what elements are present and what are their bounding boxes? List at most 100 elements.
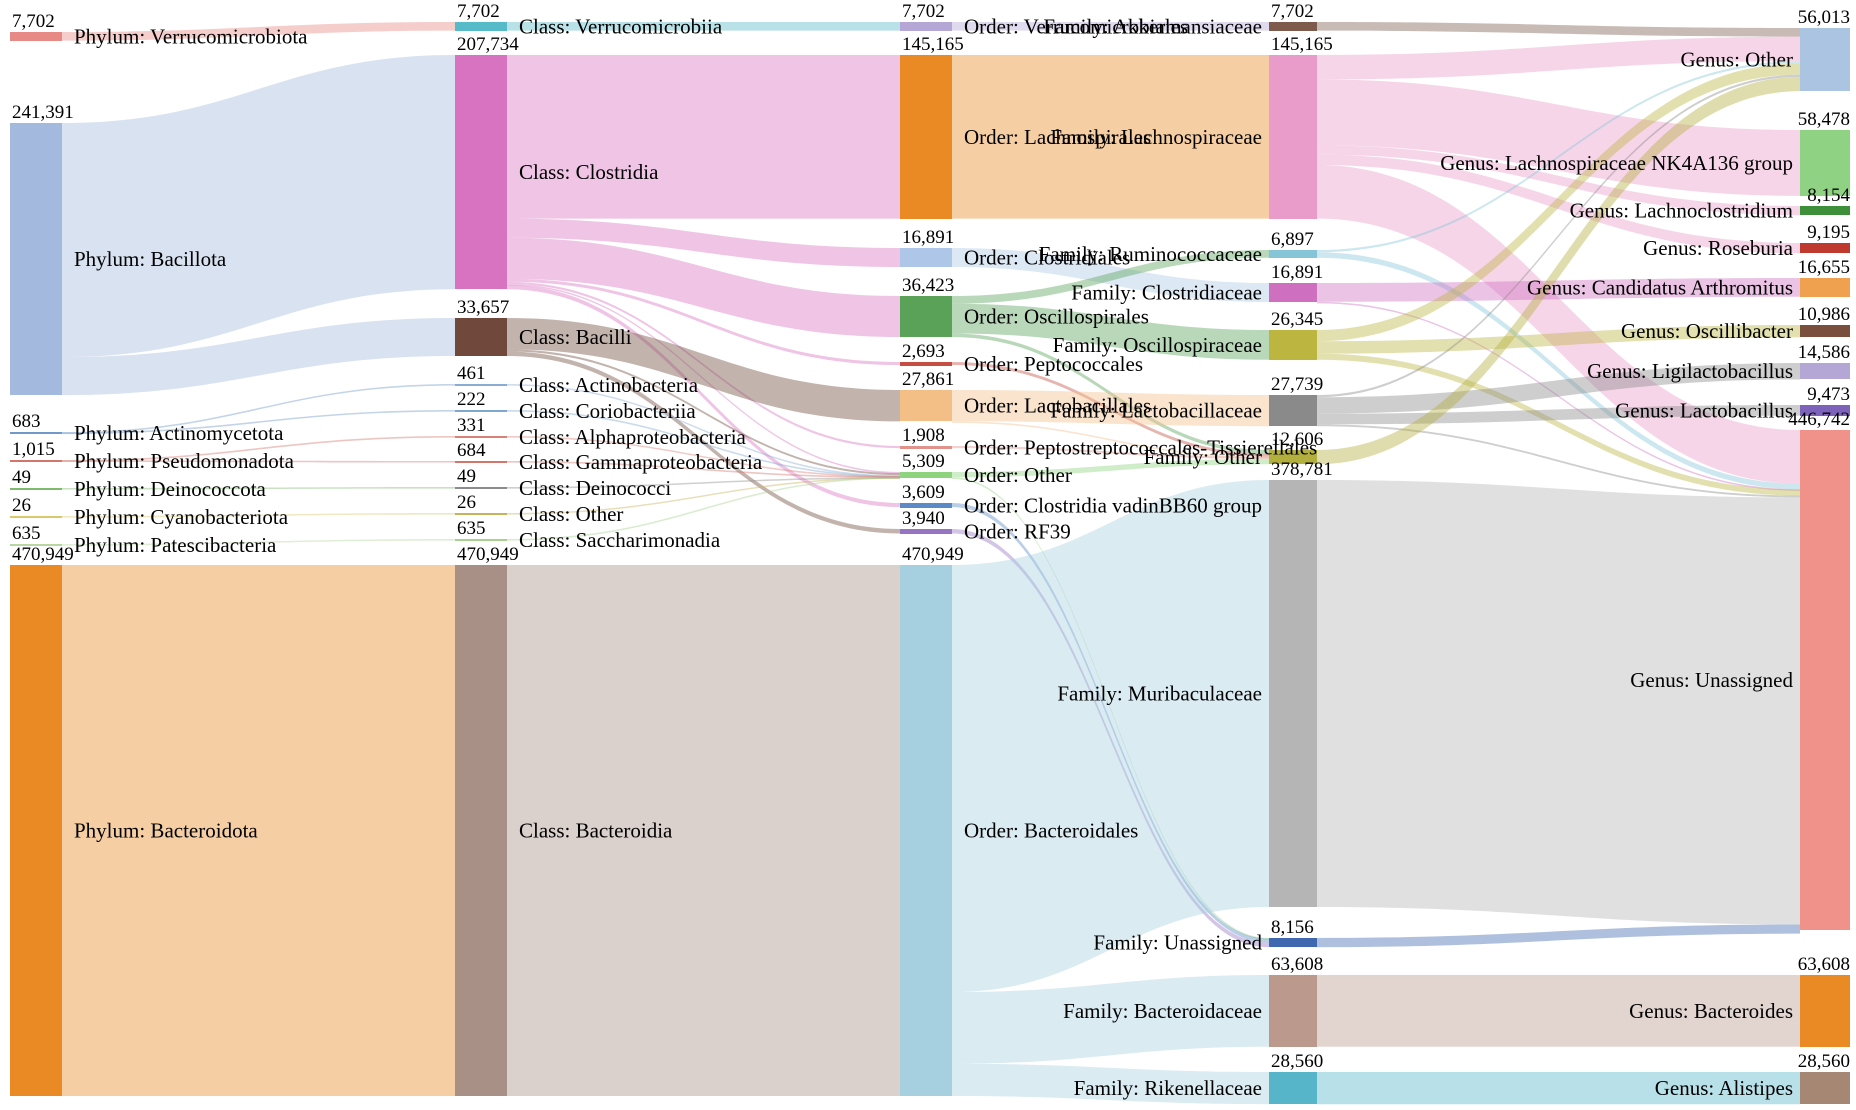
name-label-c_bacilli: Class: Bacilli — [519, 325, 632, 349]
node-c_verrucomicrobiia — [455, 22, 507, 31]
node-f_unassigned — [1269, 938, 1317, 947]
node-p_patescibacteria — [10, 544, 62, 546]
flow-f_lachnospiraceae-to-g_lachnoclostridium — [1317, 145, 1800, 216]
flow-c_clostridia-to-o_peptococcales — [507, 278, 900, 366]
flow-f_unassigned-to-g_unassigned — [1317, 924, 1800, 948]
value-label-p_bacteroidota: 470,949 — [12, 544, 74, 565]
value-label-p_deinococcota: 49 — [12, 467, 31, 488]
node-c_bacilli — [455, 318, 507, 356]
name-label-g_lachnoclostridium: Genus: Lachnoclostridium — [1570, 199, 1793, 223]
node-g_nk4a136 — [1800, 130, 1850, 196]
value-label-f_rikenellaceae: 28,560 — [1271, 1051, 1323, 1072]
name-label-g_other: Genus: Other — [1680, 48, 1793, 72]
name-label-g_nk4a136: Genus: Lachnospiraceae NK4A136 group — [1440, 151, 1793, 175]
node-o_other — [900, 472, 952, 478]
flow-c_alphaproteobacteria-to-o_other — [507, 436, 900, 478]
name-label-c_clostridia: Class: Clostridia — [519, 160, 659, 184]
value-label-o_peptostreptococcales: 1,908 — [902, 425, 945, 446]
node-c_actinobacteria — [455, 384, 507, 386]
flow-c_clostridia-to-o_peptostreptococcales — [507, 281, 900, 449]
name-label-c_deinococci: Class: Deinococci — [519, 476, 671, 500]
node-o_peptostreptococcales — [900, 446, 952, 449]
value-label-g_bacteroides: 63,608 — [1798, 954, 1850, 975]
name-label-p_cyanobacteriota: Phylum: Cyanobacteriota — [74, 505, 289, 529]
node-g_bacteroides — [1800, 975, 1850, 1047]
flow-f_ruminococcaceae-to-g_other — [1317, 61, 1800, 253]
flow-o_clostridiales-to-f_clostridiaceae — [952, 248, 1269, 303]
name-label-o_rf39: Order: RF39 — [964, 520, 1071, 544]
flow-c_actinobacteria-to-o_other — [507, 384, 900, 477]
node-g_lachnoclostridium — [1800, 206, 1850, 215]
value-label-c_bacilli: 33,657 — [457, 297, 509, 318]
flow-o_lactobacillales-to-f_lactobacillaceae — [952, 390, 1269, 427]
flow-p_bacillota-to-c_clostridia — [62, 55, 455, 358]
node-f_clostridiaceae — [1269, 283, 1317, 302]
flow-c_coriobacteriia-to-o_other — [507, 410, 900, 478]
flow-f_lactobacillaceae-to-g_ligilactobacillus — [1317, 363, 1800, 414]
name-label-o_lachnospirales: Order: Lachnospirales — [964, 125, 1151, 149]
name-label-o_verrucomicrobiales: Order: Verrucomicrobiales — [964, 15, 1188, 39]
node-o_clostridiales — [900, 248, 952, 267]
value-label-p_bacillota: 241,391 — [12, 102, 74, 123]
flow-f_lachnospiraceae-to-g_roseburia — [1317, 154, 1800, 254]
name-label-f_lactobacillaceae: Family: Lactobacillaceae — [1050, 399, 1262, 423]
flow-f_lachnospiraceae-to-g_nk4a136 — [1317, 79, 1800, 196]
name-label-c_verrucomicrobiia: Class: Verrucomicrobiia — [519, 15, 723, 39]
value-label-p_verrucomicrobiota: 7,702 — [12, 11, 55, 32]
node-f_oscillospiraceae — [1269, 330, 1317, 360]
flow-f_lactobacillaceae-to-g_unassigned — [1317, 424, 1800, 498]
value-label-o_vadinbb60: 3,609 — [902, 482, 945, 503]
name-label-f_other: Family: Other — [1144, 445, 1262, 469]
node-p_bacillota — [10, 123, 62, 395]
value-label-g_lactobacillus: 9,473 — [1807, 384, 1850, 405]
node-g_roseburia — [1800, 243, 1850, 253]
name-label-o_oscillospirales: Order: Oscillospirales — [964, 305, 1149, 329]
name-label-c_gammaproteobacteria: Class: Gammaproteobacteria — [519, 450, 763, 474]
value-label-g_lachnoclostridium: 8,154 — [1807, 185, 1850, 206]
flow-c_clostridia-to-o_other — [507, 283, 900, 474]
name-label-o_other: Order: Other — [964, 463, 1072, 487]
value-label-f_lactobacillaceae: 27,739 — [1271, 374, 1323, 395]
node-c_bacteroidia — [455, 565, 507, 1096]
name-label-o_peptococcales: Order: Peptococcales — [964, 352, 1143, 376]
name-label-p_deinococcota: Phylum: Deinococcota — [74, 477, 267, 501]
flow-c_verrucomicrobiia-to-o_verrucomicrobiales — [507, 22, 900, 31]
name-label-c_coriobacteriia: Class: Coriobacteriia — [519, 399, 696, 423]
name-label-g_roseburia: Genus: Roseburia — [1643, 236, 1794, 260]
name-label-g_unassigned: Genus: Unassigned — [1630, 668, 1793, 692]
node-c_clostridia — [455, 55, 507, 289]
value-label-o_oscillospirales: 36,423 — [902, 275, 954, 296]
value-label-c_bacteroidia: 470,949 — [457, 544, 519, 565]
name-label-f_bacteroidaceae: Family: Bacteroidaceae — [1063, 999, 1262, 1023]
flow-p_patescibacteria-to-c_saccharimonadia — [62, 539, 455, 546]
flow-c_gammaproteobacteria-to-o_other — [507, 461, 900, 479]
flow-f_akkermansiaceae-to-g_other — [1317, 22, 1800, 37]
flow-c_bacilli-to-o_lactobacillales — [507, 318, 900, 422]
value-label-o_other: 5,309 — [902, 451, 945, 472]
value-label-g_roseburia: 9,195 — [1807, 222, 1850, 243]
name-label-o_vadinbb60: Order: Clostridia vadinBB60 group — [964, 494, 1262, 518]
name-label-c_actinobacteria: Class: Actinobacteria — [519, 373, 699, 397]
flow-p_actinomycetota-to-c_actinobacteria — [62, 384, 455, 434]
node-f_lactobacillaceae — [1269, 395, 1317, 426]
value-label-c_coriobacteriia: 222 — [457, 389, 486, 410]
node-o_rf39 — [900, 529, 952, 534]
value-label-f_akkermansiaceae: 7,702 — [1271, 1, 1314, 22]
value-label-f_clostridiaceae: 16,891 — [1271, 262, 1323, 283]
name-label-f_muribaculaceae: Family: Muribaculaceae — [1057, 682, 1262, 706]
node-f_other — [1269, 450, 1317, 464]
value-label-f_muribaculaceae: 378,781 — [1271, 459, 1333, 480]
flow-f_lachnospiraceae-to-g_other — [1317, 36, 1800, 80]
value-label-c_alphaproteobacteria: 331 — [457, 415, 486, 436]
name-label-g_oscillibacter: Genus: Oscillibacter — [1621, 319, 1793, 343]
flow-f_ruminococcaceae-to-g_unassigned — [1317, 252, 1800, 490]
name-label-g_lactobacillus: Genus: Lactobacillus — [1615, 399, 1793, 423]
value-label-c_deinococci: 49 — [457, 466, 476, 487]
node-g_alistipes — [1800, 1072, 1850, 1104]
flow-f_lactobacillaceae-to-g_lactobacillus — [1317, 405, 1800, 425]
value-label-o_clostridiales: 16,891 — [902, 227, 954, 248]
node-o_peptococcales — [900, 362, 952, 366]
value-label-c_saccharimonadia: 635 — [457, 518, 486, 539]
